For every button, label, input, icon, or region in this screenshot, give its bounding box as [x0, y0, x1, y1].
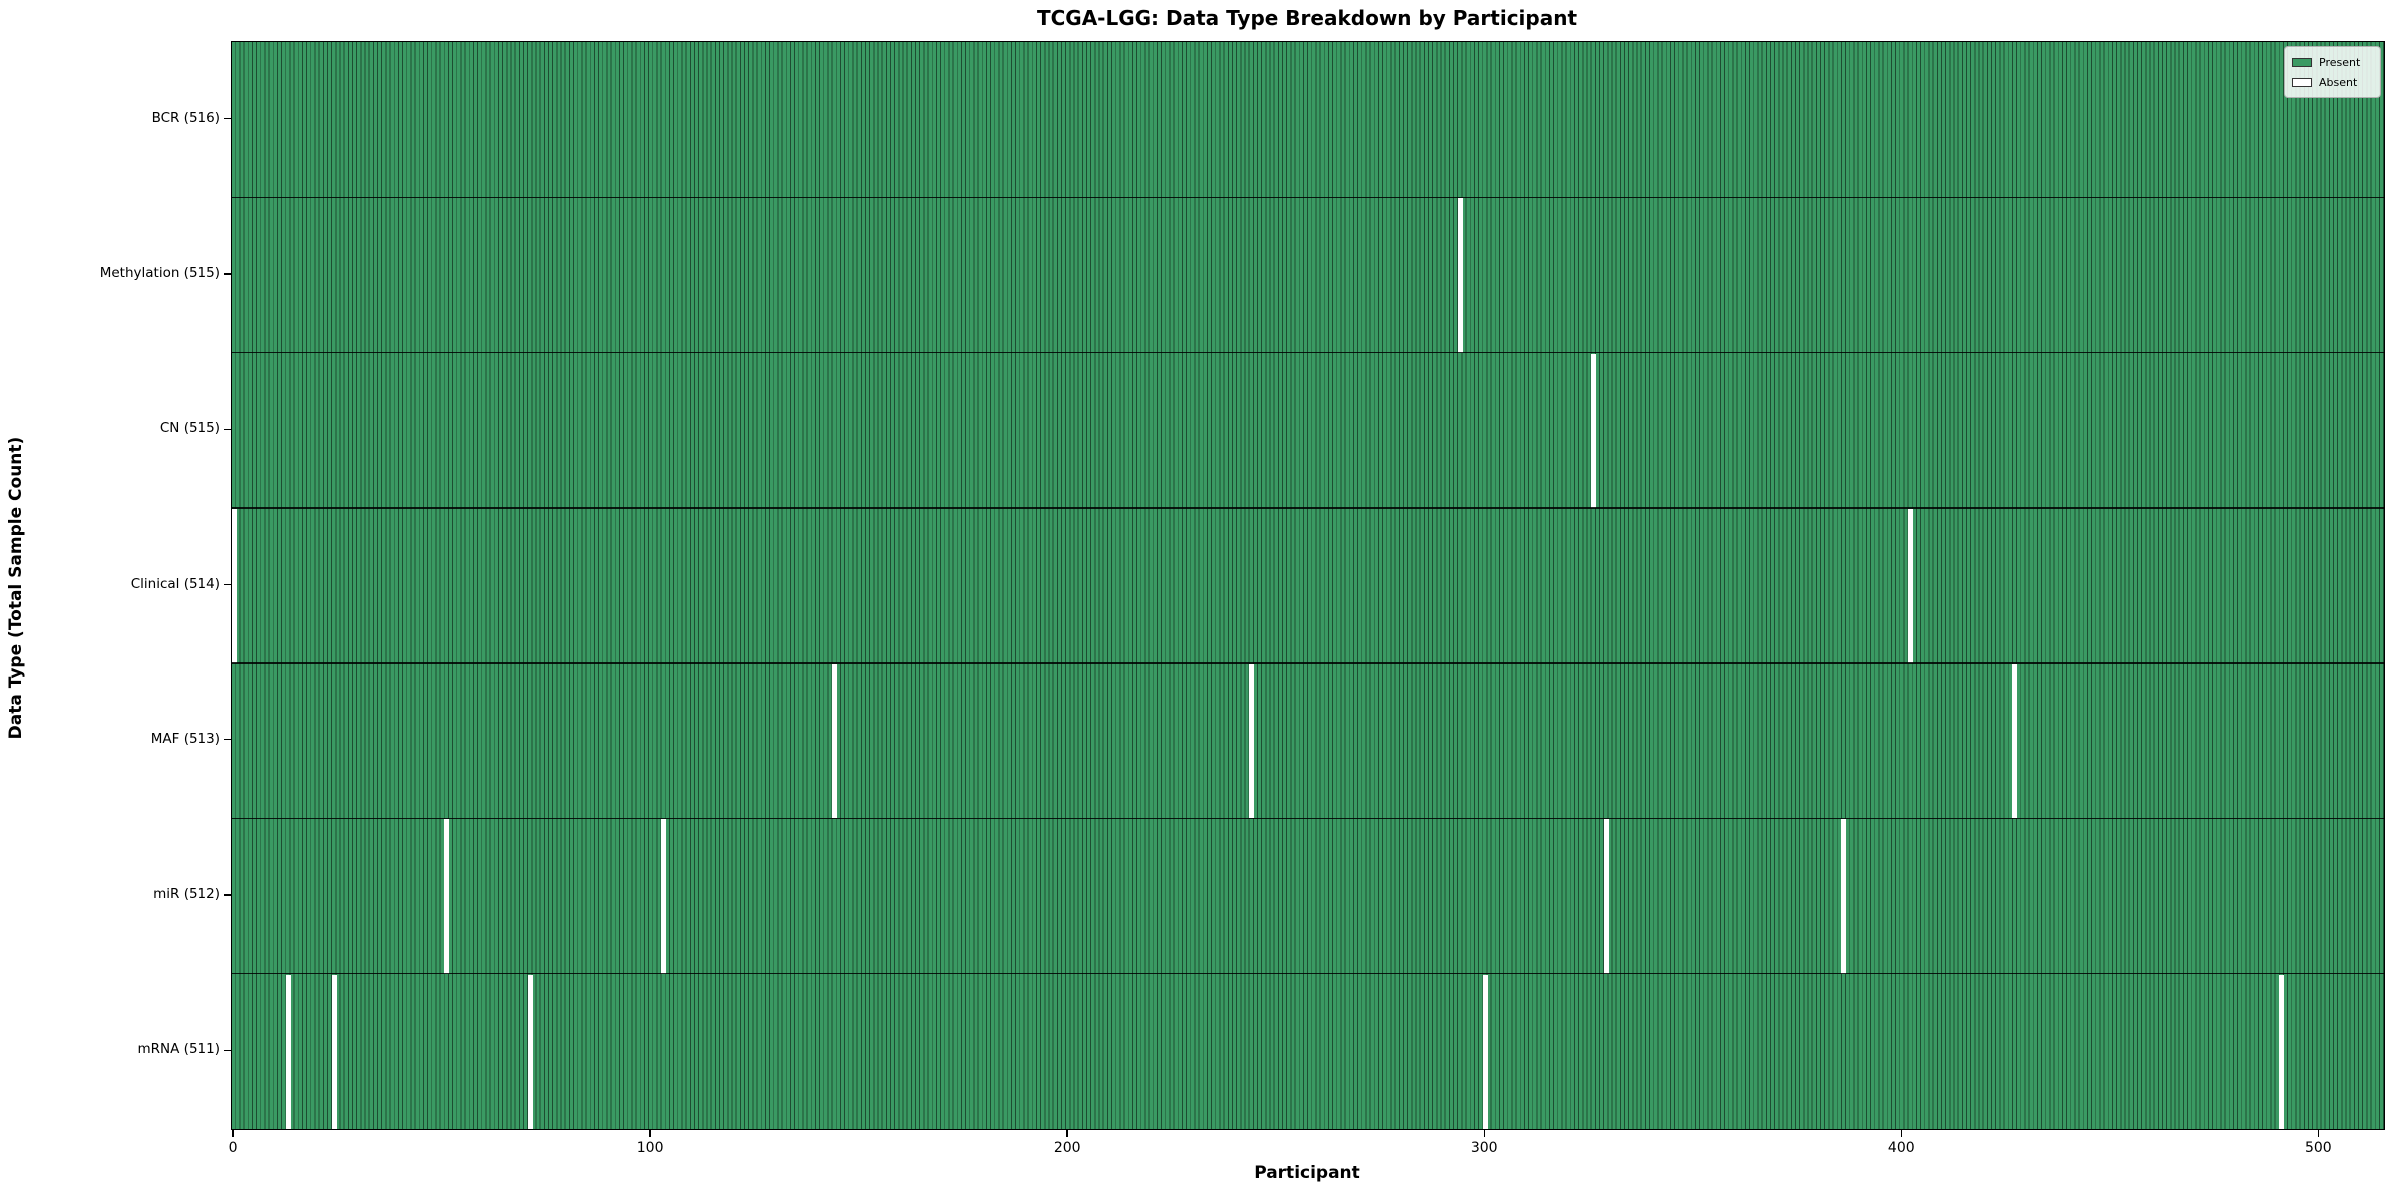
- legend-item-present: Present: [2292, 52, 2373, 72]
- ytick-mark: [224, 428, 231, 430]
- ytick-label-maf: MAF (513): [150, 730, 220, 747]
- xtick-mark: [649, 1129, 651, 1137]
- row-band-bcr: [232, 42, 2384, 198]
- ytick-mark: [224, 583, 231, 586]
- xtick-label-300: 300: [1470, 1140, 1498, 1156]
- legend-swatch-icon: [2292, 57, 2312, 67]
- absent-gap: [1591, 353, 1597, 508]
- xtick-mark: [232, 1129, 234, 1137]
- row-separator: [232, 351, 2384, 354]
- ytick-label-mrna: mRNA (511): [137, 1041, 220, 1058]
- row-separator: [232, 817, 2384, 820]
- ytick-mark: [224, 117, 231, 120]
- row-band-clinical: [232, 507, 2384, 664]
- legend-item-absent: Absent: [2292, 72, 2373, 92]
- xtick-label-500: 500: [2304, 1140, 2332, 1156]
- absent-gap: [832, 664, 838, 819]
- legend-label: Present: [2319, 55, 2361, 69]
- ytick-label-clinical: Clinical (514): [130, 575, 220, 592]
- ytick-mark: [224, 894, 231, 896]
- ytick-mark: [224, 273, 231, 275]
- row-band-methylation: [232, 197, 2384, 353]
- absent-gap: [1603, 819, 1609, 974]
- row-separator: [232, 662, 2384, 664]
- xtick-mark: [1066, 1129, 1068, 1137]
- absent-gap: [2012, 664, 2018, 819]
- ytick-label-mir: miR (512): [153, 886, 220, 903]
- x-axis-label: Participant: [1254, 1163, 1360, 1183]
- xtick-label-200: 200: [1053, 1140, 1081, 1156]
- absent-gap: [527, 974, 533, 1129]
- row-band-mir: [232, 818, 2384, 974]
- row-band-cn: [232, 352, 2384, 508]
- legend-label: Absent: [2319, 75, 2358, 89]
- xtick-mark: [1900, 1129, 1902, 1137]
- plot-area: Present Absent: [231, 41, 2385, 1130]
- absent-gap: [1841, 819, 1847, 974]
- row-band-maf: [232, 663, 2384, 819]
- absent-gap: [331, 974, 337, 1129]
- absent-gap: [444, 819, 450, 974]
- row-band-mrna: [232, 973, 2384, 1129]
- absent-gap: [661, 819, 667, 974]
- xtick-mark: [1483, 1129, 1485, 1137]
- absent-gap: [2279, 974, 2285, 1129]
- xtick-label-100: 100: [636, 1140, 664, 1156]
- xtick-label-400: 400: [1887, 1140, 1915, 1156]
- ytick-label-bcr: BCR (516): [151, 109, 220, 126]
- absent-gap: [285, 974, 291, 1129]
- absent-gap: [1249, 664, 1255, 819]
- row-separator: [232, 507, 2384, 509]
- ytick-mark: [224, 1049, 231, 1052]
- xtick-label-0: 0: [228, 1140, 238, 1156]
- chart-title: TCGA-LGG: Data Type Breakdown by Partici…: [1036, 6, 1578, 30]
- absent-gap: [1908, 508, 1914, 664]
- xtick-mark: [2317, 1129, 2320, 1137]
- row-separator: [232, 196, 2384, 198]
- absent-gap: [1482, 974, 1488, 1129]
- ytick-label-cn: CN (515): [159, 420, 220, 437]
- ytick-label-methylation: Methylation (515): [99, 264, 220, 281]
- absent-gap: [1457, 198, 1463, 353]
- row-separator: [232, 973, 2384, 975]
- legend: Present Absent: [2284, 46, 2381, 98]
- ytick-mark: [224, 739, 231, 741]
- legend-swatch-icon: [2292, 77, 2312, 87]
- absent-gap: [232, 508, 237, 664]
